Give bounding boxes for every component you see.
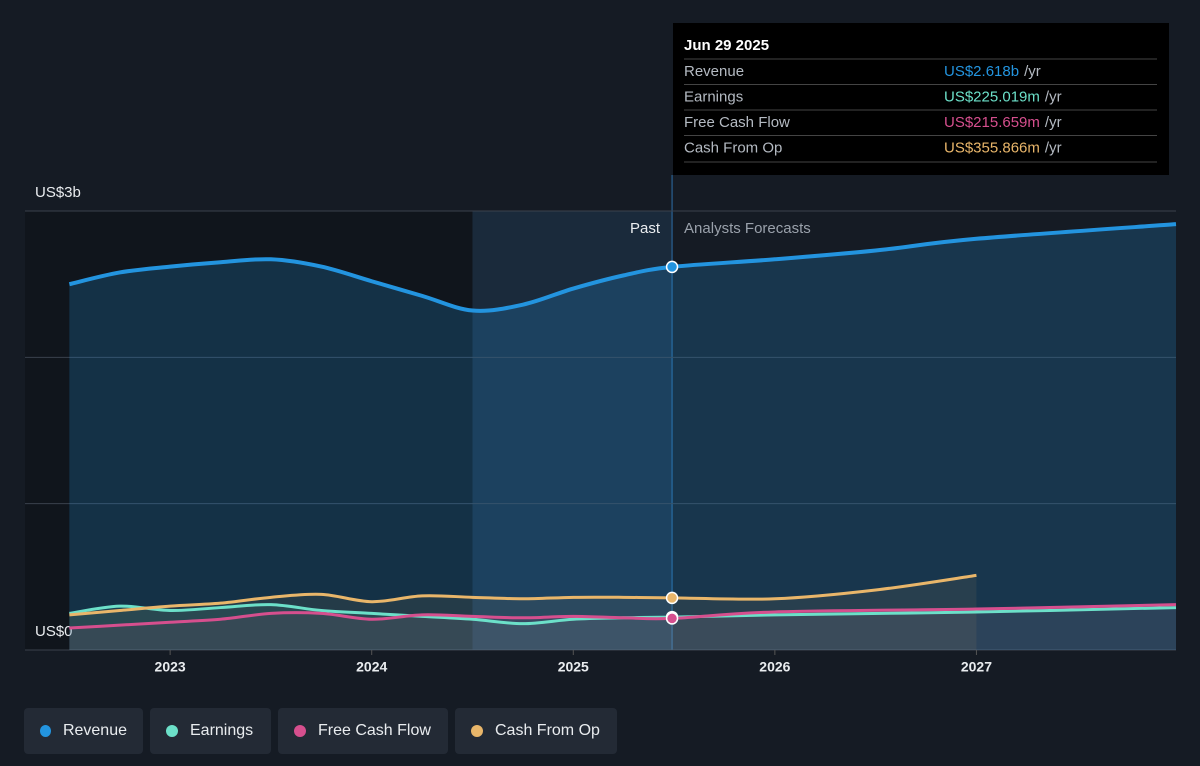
tooltip-unit: /yr [1045,114,1062,131]
y-tick-label: US$3b [35,184,81,201]
tooltip-value: US$225.019m/yr [944,88,1062,105]
series-area [69,604,1176,650]
data-point [665,260,679,274]
legend-item[interactable]: Free Cash Flow [278,708,448,754]
legend-label: Cash From Op [495,722,600,739]
y-tick-label: US$0 [35,623,73,640]
past-bg [25,211,473,650]
legend-item[interactable]: Cash From Op [455,708,617,754]
tooltip-label: Cash From Op [684,139,782,156]
series-line [69,603,1177,626]
tooltip-bg [673,23,1169,175]
x-tick-label: 2025 [558,659,589,675]
chart: US$0 US$3b 2023 2024 2025 2026 2027 Past Analyst… [25,23,1177,675]
highlight-region [472,211,673,650]
legend-label: Revenue [62,722,127,739]
x-tick-label: 2023 [155,659,186,675]
series-area [69,224,1176,651]
annotation: Past [630,220,661,237]
tooltip-unit: /yr [1024,63,1041,80]
legend-swatch [471,725,483,737]
x-tick-label: 2026 [759,659,790,675]
series-line [69,603,1177,630]
legend-label: Free Cash Flow [318,722,431,739]
tooltip-value: US$2.618b/yr [944,63,1041,80]
data-point [665,612,679,625]
tooltip-value: US$215.659m/yr [944,114,1062,131]
data-point [665,591,679,605]
x-tick-label: 2024 [356,659,387,675]
tooltip-value-text: US$215.659m [944,114,1040,131]
series-area [69,575,977,650]
legend-swatch [40,725,51,737]
x-tick-label: 2027 [961,659,992,675]
tooltip-unit: /yr [1045,88,1062,105]
tooltip-label: Earnings [684,88,743,105]
legend-item[interactable]: Revenue [24,708,143,754]
tooltip-date: Jun 29 2025 [684,37,769,54]
legend-label: Earnings [190,722,254,739]
annotation: Analysts Forecasts [684,220,811,237]
tooltip-label: Free Cash Flow [684,114,790,131]
tooltip-label: Revenue [684,63,744,80]
series-line [69,573,977,617]
legend-swatch [294,725,306,737]
tooltip-value-text: US$2.618b [944,63,1019,80]
series-line [68,222,1177,313]
tooltip-value-text: US$355.866m [944,139,1040,156]
tooltip-unit: /yr [1045,139,1062,156]
tooltip-value-text: US$225.019m [944,88,1040,105]
legend-swatch [166,725,178,737]
tooltip-value: US$355.866m/yr [944,139,1062,156]
legend-item[interactable]: Earnings [150,708,271,754]
